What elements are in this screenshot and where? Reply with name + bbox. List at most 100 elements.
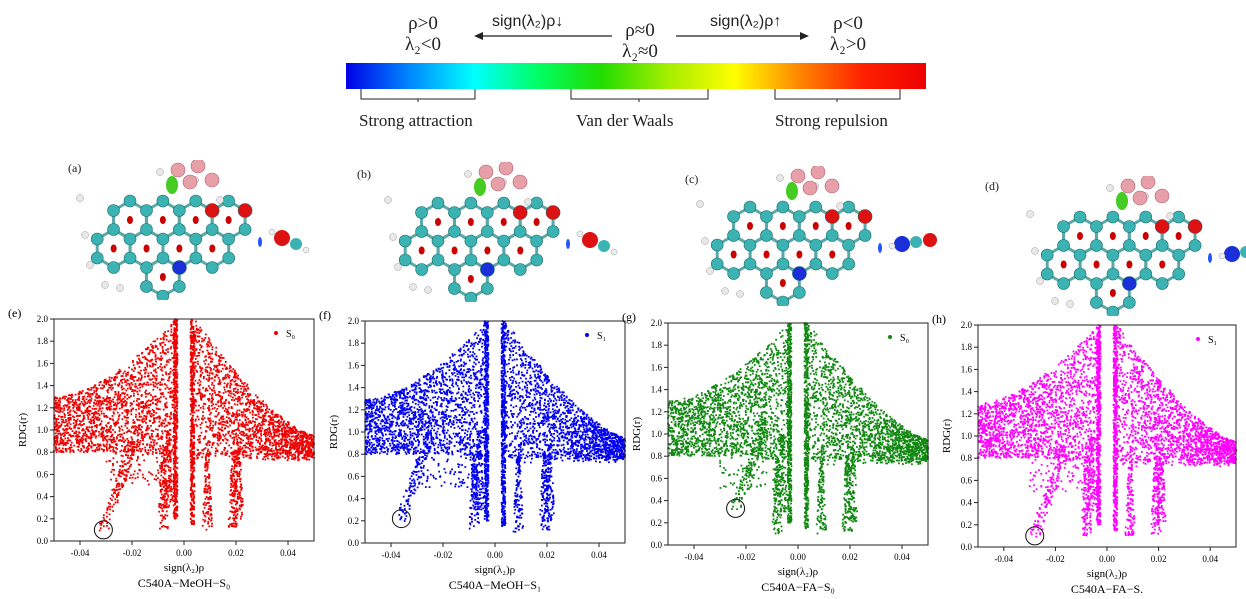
data-point: [199, 373, 202, 376]
data-point: [192, 325, 195, 328]
data-point: [169, 475, 172, 478]
data-point: [192, 395, 195, 398]
data-point: [137, 418, 139, 421]
data-point: [242, 439, 244, 442]
data-point: [161, 455, 163, 458]
data-point: [240, 448, 243, 451]
data-point: [53, 403, 56, 406]
data-point: [114, 408, 117, 411]
data-point: [190, 493, 193, 496]
data-point: [230, 482, 232, 485]
data-point: [205, 496, 208, 498]
data-point: [194, 330, 197, 333]
data-point: [251, 420, 254, 423]
data-point: [163, 496, 166, 498]
data-point: [192, 352, 194, 354]
data-point: [247, 387, 250, 389]
data-point: [217, 394, 220, 397]
data-point: [224, 437, 227, 440]
data-point: [117, 439, 120, 442]
data-point: [93, 408, 96, 410]
data-point: [228, 417, 230, 419]
data-point: [214, 423, 217, 426]
data-point: [235, 457, 238, 460]
data-point: [240, 403, 242, 405]
data-point: [68, 427, 71, 430]
data-point: [55, 397, 58, 400]
data-point: [243, 434, 246, 437]
data-point: [174, 435, 177, 438]
data-point: [304, 447, 307, 450]
data-point: [175, 466, 178, 469]
data-point: [161, 346, 164, 349]
data-point: [157, 366, 159, 369]
data-point: [131, 389, 134, 391]
data-point: [126, 437, 129, 440]
data-point: [259, 430, 261, 432]
data-point: [165, 397, 168, 400]
data-point: [234, 487, 236, 490]
data-point: [311, 438, 314, 441]
data-point: [165, 453, 167, 456]
data-point: [118, 398, 120, 401]
data-point: [243, 450, 246, 453]
data-point: [58, 411, 60, 413]
data-point: [79, 402, 82, 405]
data-point: [192, 328, 195, 331]
data-point: [280, 441, 283, 443]
data-point: [195, 400, 198, 403]
data-point: [175, 438, 178, 441]
data-point: [145, 427, 148, 430]
data-point: [164, 383, 166, 385]
data-point: [289, 454, 291, 456]
data-point: [63, 414, 66, 416]
data-point: [60, 423, 63, 426]
data-point: [60, 438, 63, 441]
data-point: [215, 369, 217, 372]
data-point: [155, 442, 158, 444]
data-point: [163, 492, 166, 495]
data-point: [229, 364, 231, 367]
data-point: [256, 396, 259, 399]
data-point: [294, 451, 297, 454]
data-point: [89, 396, 92, 398]
data-point: [113, 422, 115, 425]
data-point: [233, 452, 236, 454]
data-point: [257, 425, 259, 427]
data-point: [190, 514, 193, 516]
rdg-isosurface: [159, 273, 166, 281]
data-point: [290, 440, 292, 443]
data-point: [170, 413, 172, 416]
data-point: [172, 512, 175, 515]
data-point: [88, 413, 91, 416]
data-point: [100, 420, 103, 423]
data-point: [128, 384, 131, 387]
data-point: [255, 449, 258, 451]
data-point: [271, 409, 274, 412]
data-point: [218, 432, 221, 435]
data-point: [308, 438, 311, 440]
data-point: [192, 399, 195, 402]
data-point: [152, 381, 155, 384]
data-point: [68, 413, 71, 416]
rho-positive-label: ρ>0: [393, 13, 453, 34]
data-point: [190, 462, 193, 465]
data-point: [230, 451, 233, 454]
data-point: [106, 441, 109, 443]
data-point: [109, 438, 112, 441]
data-point: [160, 493, 163, 496]
bonds: [95, 199, 247, 298]
data-point: [153, 417, 156, 419]
data-point: [130, 381, 133, 384]
data-point: [278, 419, 281, 422]
data-point: [57, 425, 60, 428]
data-point: [173, 423, 176, 426]
data-point: [118, 371, 121, 373]
data-point: [159, 479, 162, 482]
data-point: [243, 425, 246, 428]
data-point: [155, 435, 158, 438]
data-point: [136, 362, 139, 365]
data-point: [153, 363, 155, 366]
data-point: [198, 388, 201, 391]
data-point: [176, 457, 179, 460]
